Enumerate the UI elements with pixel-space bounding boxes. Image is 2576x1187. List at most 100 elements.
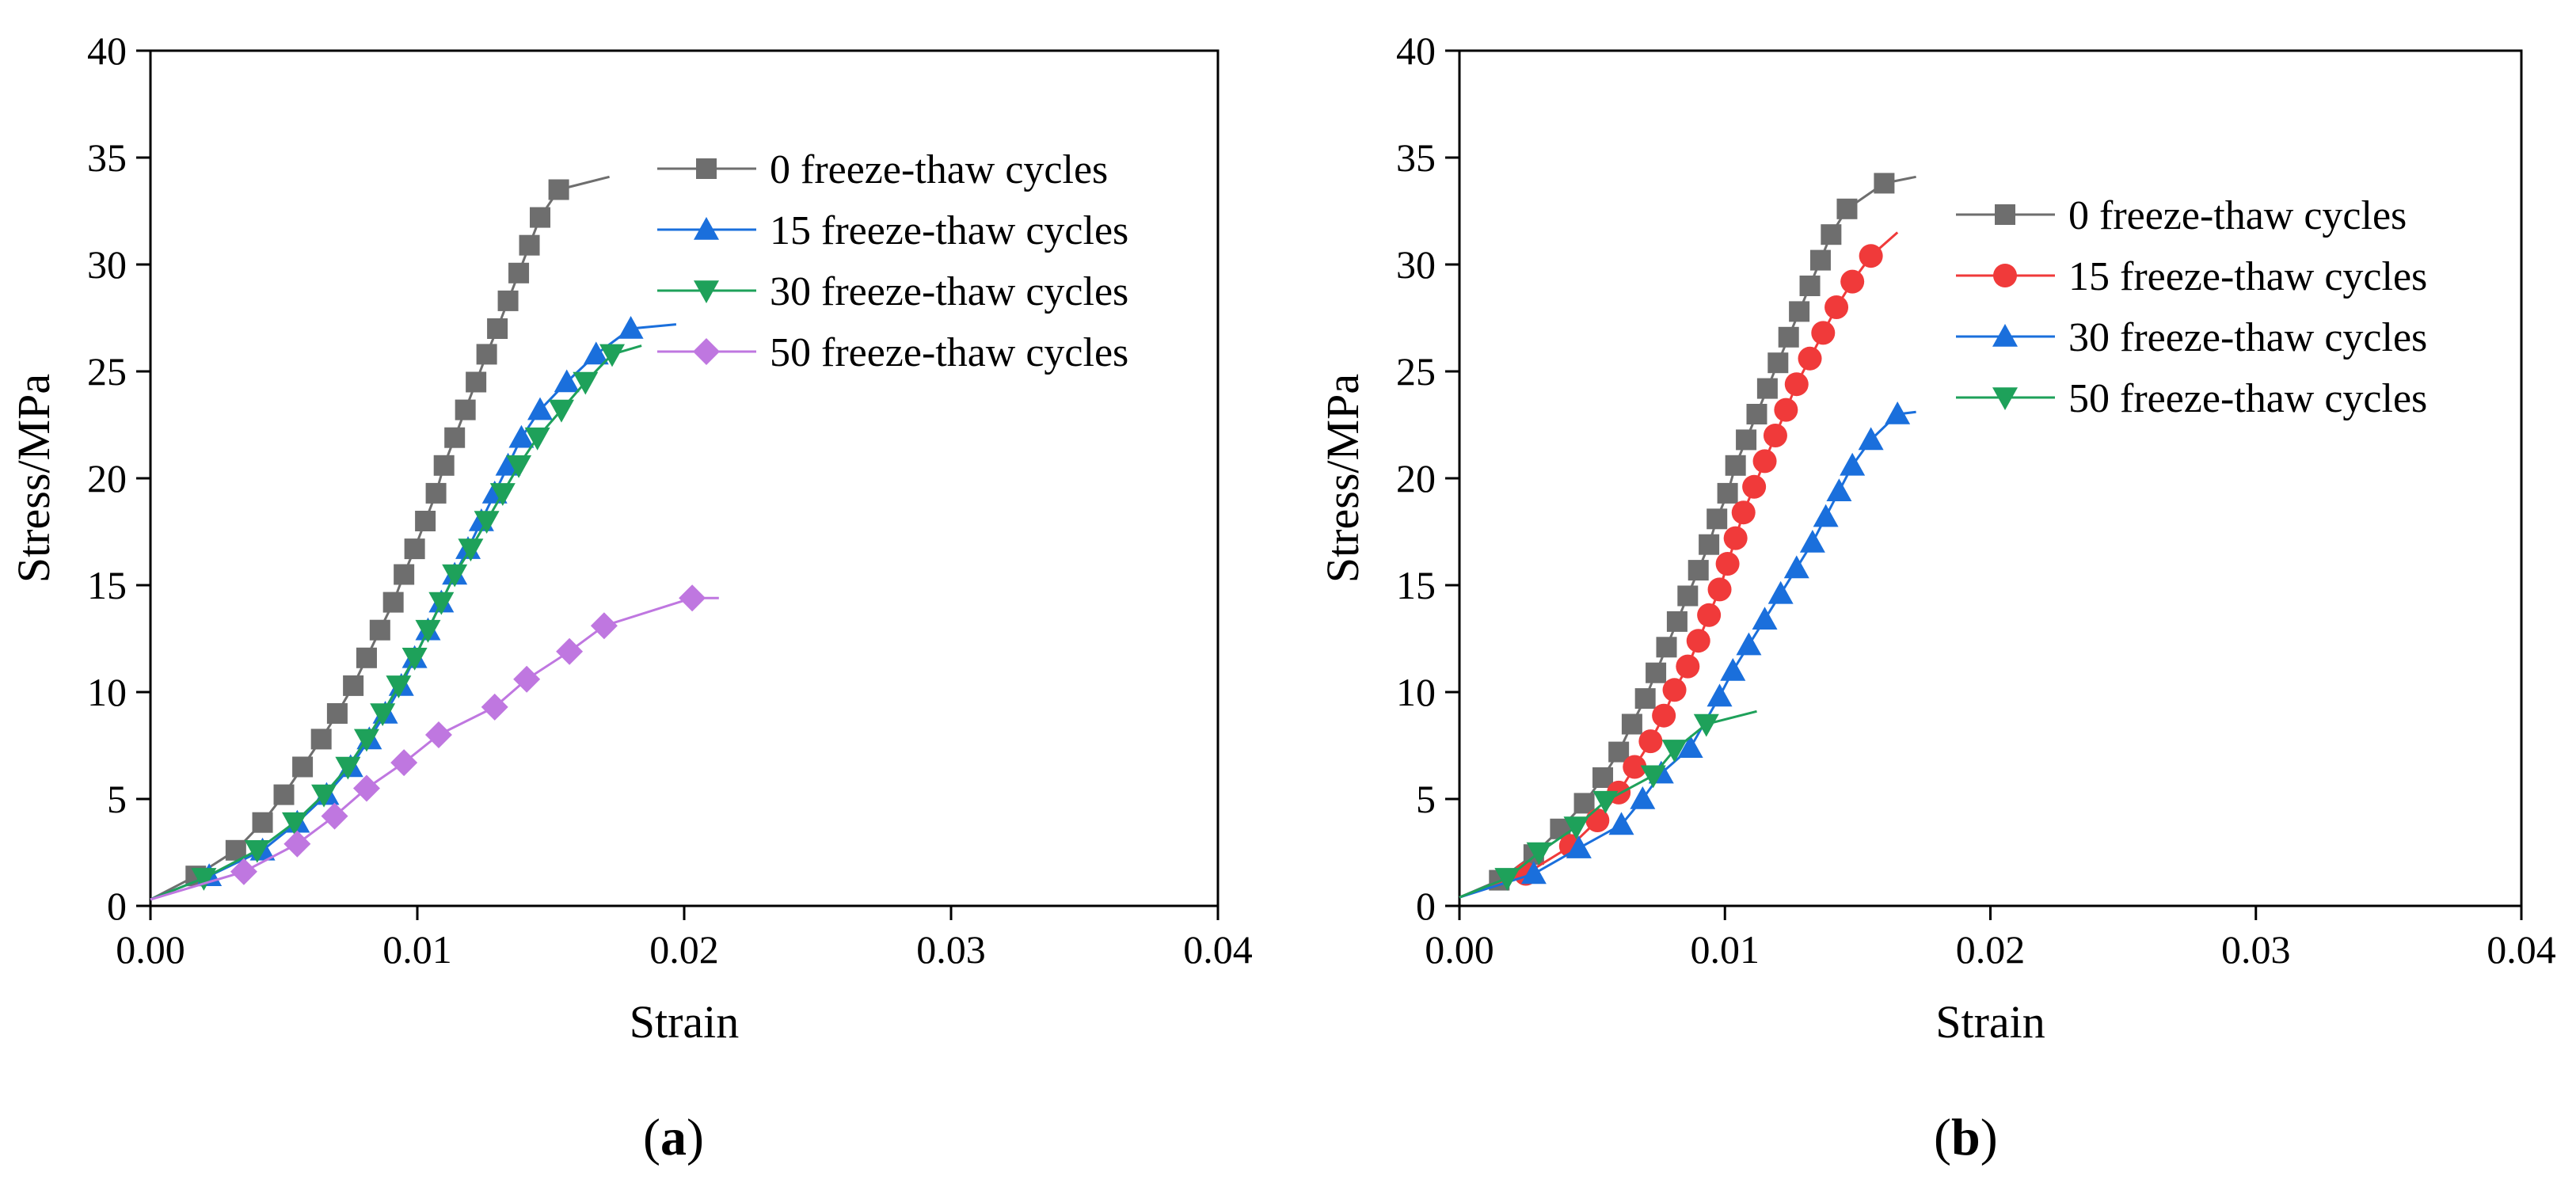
legend-marker <box>1993 264 2017 287</box>
legend-marker <box>694 280 719 303</box>
data-point <box>524 427 550 451</box>
data-point <box>1789 301 1810 322</box>
panel-label-close: ) <box>1981 1109 1998 1166</box>
series-line <box>150 344 642 901</box>
data-point <box>404 538 425 560</box>
data-point <box>1592 767 1614 788</box>
data-point <box>1677 585 1699 607</box>
data-point <box>1720 658 1746 681</box>
y-tick-label: 20 <box>87 456 127 500</box>
data-point <box>424 721 452 748</box>
x-tick-label: 0.04 <box>1183 927 1253 972</box>
data-point <box>1858 427 1884 451</box>
x-tick-label: 0.00 <box>1425 927 1494 972</box>
data-point <box>335 756 361 780</box>
data-point <box>1784 372 1809 397</box>
data-point <box>1566 835 1592 858</box>
data-point <box>1592 790 1619 814</box>
data-point <box>1666 611 1688 632</box>
x-tick-label: 0.03 <box>2221 927 2291 972</box>
x-tick-label: 0.03 <box>916 927 986 972</box>
data-point <box>1688 560 1709 581</box>
data-point <box>326 703 348 724</box>
data-point <box>390 749 418 777</box>
data-point <box>1634 688 1656 710</box>
data-point <box>425 482 447 504</box>
y-tick-label: 40 <box>1396 29 1436 73</box>
data-point <box>466 371 487 393</box>
legend-label: 30 freeze-thaw cycles <box>2068 315 2427 360</box>
data-point <box>1767 352 1789 374</box>
data-point <box>1767 580 1794 604</box>
legend-entry-1: 15 freeze-thaw cycles <box>657 208 1128 253</box>
data-point <box>1638 729 1663 754</box>
data-point <box>321 802 348 830</box>
data-point <box>281 812 307 835</box>
data-point <box>519 234 540 256</box>
data-point <box>1778 326 1799 348</box>
data-point <box>1756 378 1778 399</box>
data-point <box>353 729 379 752</box>
chart-panel-b: 0.00 0.01 0.02 0.03 0.04 0 5 10 15 20 25 30 35 40 Stra… <box>1317 29 2556 1166</box>
data-point <box>1662 678 1687 702</box>
x-tick-label: 0.04 <box>2487 927 2556 972</box>
legend-marker <box>693 338 720 365</box>
data-point <box>1826 478 1852 501</box>
data-point <box>369 619 390 641</box>
panel-label: (b) <box>1934 1109 1998 1166</box>
data-point <box>1686 629 1710 653</box>
data-point <box>1774 398 1798 422</box>
legend-entry-3: 50 freeze-thaw cycles <box>657 330 1128 375</box>
data-point <box>506 455 532 478</box>
data-point <box>1715 552 1740 576</box>
series-3 <box>1459 710 1757 899</box>
y-tick-label: 25 <box>87 349 127 394</box>
legend-entry-3: 50 freeze-thaw cycles <box>1956 376 2427 421</box>
data-point <box>415 619 441 643</box>
data-point <box>415 511 436 531</box>
legend-entry-0: 0 freeze-thaw cycles <box>1956 193 2407 238</box>
series-line <box>150 175 610 901</box>
data-point <box>401 648 428 671</box>
data-point <box>1752 449 1777 474</box>
y-tick-label: 0 <box>107 884 127 928</box>
data-point <box>1526 842 1552 866</box>
data-point <box>455 399 476 420</box>
data-point <box>548 179 569 200</box>
panel-label-letter: b <box>1951 1109 1981 1166</box>
panel-label-open: ( <box>1934 1109 1951 1166</box>
y-tick-label: 35 <box>1396 135 1436 180</box>
data-point <box>1752 607 1778 630</box>
plot-frame <box>1458 49 2523 907</box>
data-point <box>618 316 644 339</box>
legend-marker <box>694 217 719 240</box>
data-point <box>1736 429 1757 451</box>
y-tick-label: 35 <box>87 135 127 180</box>
data-point <box>1763 424 1787 447</box>
x-tick-label: 0.02 <box>1956 927 2026 972</box>
data-point <box>311 784 337 808</box>
data-point <box>513 665 541 693</box>
data-point <box>1646 662 1667 683</box>
series-1 <box>1459 231 1899 899</box>
legend-entry-2: 30 freeze-thaw cycles <box>1956 315 2427 360</box>
data-point <box>1799 530 1825 553</box>
data-point <box>508 262 530 283</box>
legend-marker <box>1992 387 2018 410</box>
series-2 <box>1459 401 1916 899</box>
data-point <box>1656 637 1677 658</box>
data-point <box>1621 713 1642 735</box>
data-point <box>1699 534 1720 555</box>
data-point <box>554 369 580 393</box>
legend-entry-2: 30 freeze-thaw cycles <box>657 269 1128 314</box>
data-point <box>573 371 599 395</box>
data-point <box>1742 474 1767 499</box>
data-point <box>1723 526 1748 550</box>
data-point <box>1798 346 1822 371</box>
data-point <box>356 647 377 668</box>
series-2 <box>150 344 642 901</box>
legend-label: 30 freeze-thaw cycles <box>770 269 1128 314</box>
data-point <box>1836 198 1858 219</box>
data-point <box>1825 295 1849 319</box>
